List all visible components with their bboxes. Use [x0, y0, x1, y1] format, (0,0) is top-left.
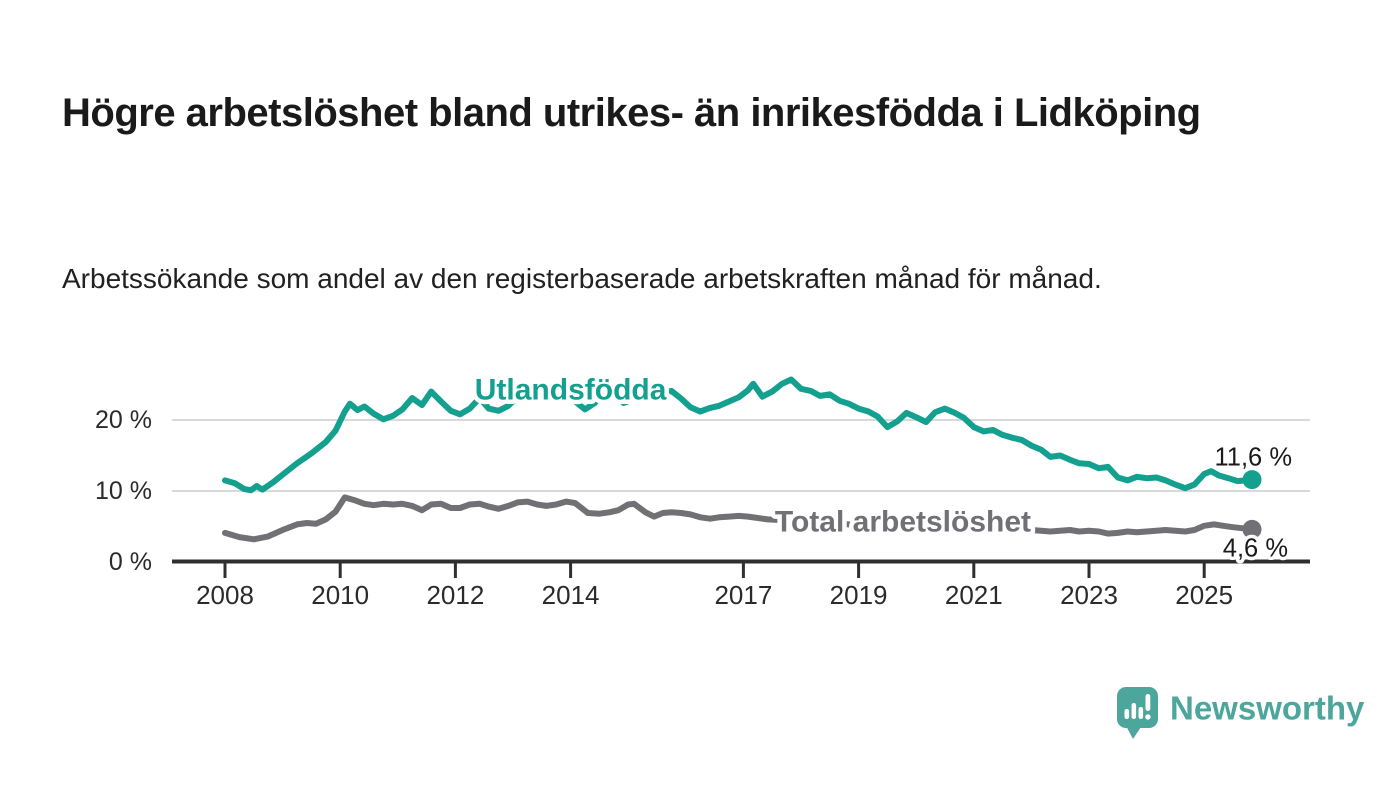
series-end-dot — [1242, 470, 1262, 490]
logo-bar-3 — [1138, 707, 1144, 719]
newsworthy-logo: Newsworthy — [1117, 687, 1364, 739]
x-tick-label: 2019 — [830, 580, 888, 610]
logo-exclamation-dot — [1145, 714, 1151, 720]
x-tick-label: 2014 — [542, 580, 600, 610]
series-end-dot — [1242, 519, 1262, 539]
y-tick-label: 0 % — [109, 548, 152, 576]
y-tick-label: 20 % — [95, 406, 152, 434]
x-tick-label: 2008 — [196, 580, 254, 610]
logo-bubble — [1117, 687, 1158, 728]
series-line-total-arbetsl-shet — [222, 494, 1255, 543]
logo-bubble-tail — [1125, 724, 1143, 739]
series-line-utlandsf-dda — [222, 376, 1255, 494]
logo-bar-2 — [1131, 703, 1137, 719]
y-tick-label: 10 % — [95, 477, 152, 505]
logo-bar-1 — [1124, 709, 1130, 719]
logo-exclamation-bar — [1145, 694, 1151, 711]
x-tick-label: 2012 — [426, 580, 484, 610]
x-tick-label: 2021 — [945, 580, 1003, 610]
x-tick-label: 2025 — [1175, 580, 1233, 610]
series-end-value-label: 11,6 % — [1215, 444, 1293, 472]
series-label-utlandsf-dda: Utlandsfödda — [475, 374, 667, 407]
series-end-value-label: 4,6 % — [1223, 534, 1288, 562]
series-label-total-arbetsl-shet: Total arbetslöshet — [775, 506, 1031, 539]
x-tick-label: 2010 — [311, 580, 369, 610]
x-tick-label: 2023 — [1060, 580, 1118, 610]
chart-subtitle: Arbetssökande som andel av den registerb… — [62, 263, 1102, 294]
newsworthy-logo-icon — [1117, 687, 1158, 739]
chart-title: Högre arbetslöshet bland utrikes- än inr… — [62, 90, 1201, 135]
logo-wordmark: Newsworthy — [1170, 690, 1364, 727]
x-tick-label: 2017 — [714, 580, 772, 610]
